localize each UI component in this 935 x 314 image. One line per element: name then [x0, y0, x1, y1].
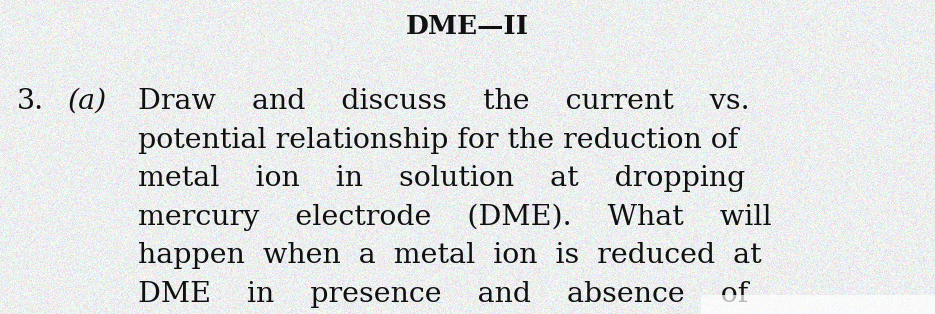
Text: potential relationship for the reduction of: potential relationship for the reduction…: [138, 127, 739, 154]
Text: 3.: 3.: [17, 88, 44, 115]
Text: DME—II: DME—II: [406, 14, 529, 39]
Text: Draw    and    discuss    the    current    vs.: Draw and discuss the current vs.: [138, 88, 750, 115]
Text: mercury    electrode    (DME).    What    will: mercury electrode (DME). What will: [138, 204, 772, 231]
Text: metal    ion    in    solution    at    dropping: metal ion in solution at dropping: [138, 165, 746, 192]
Text: (a): (a): [67, 88, 107, 115]
Text: DME    in    presence    and    absence    of: DME in presence and absence of: [138, 281, 749, 308]
Text: happen  when  a  metal  ion  is  reduced  at: happen when a metal ion is reduced at: [138, 242, 762, 269]
Bar: [701, 295, 935, 314]
